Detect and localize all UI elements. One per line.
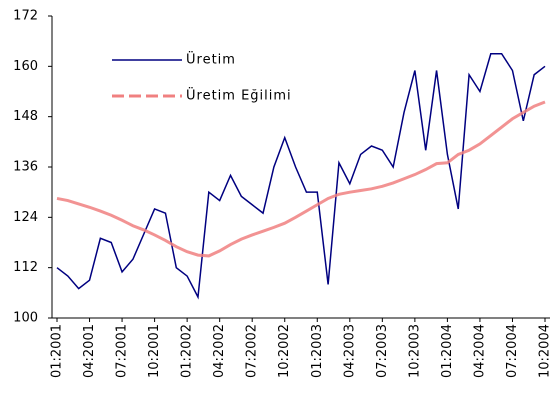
x-tick-label: 07:2001 <box>115 324 130 378</box>
x-tick-label: 10:2004 <box>538 324 552 378</box>
x-tick-label: 07:2003 <box>375 324 390 378</box>
x-tick-label: 10:2001 <box>147 324 162 378</box>
x-tick-label: 10:2003 <box>407 324 422 378</box>
y-tick-label: 136 <box>13 160 38 175</box>
y-tick-label: 148 <box>13 109 38 124</box>
x-tick-label: 01:2004 <box>440 324 455 378</box>
legend-label: Üretim <box>186 51 236 68</box>
y-tick-label: 172 <box>13 9 38 24</box>
x-tick-label: 10:2002 <box>277 324 292 378</box>
legend-label: Üretim Eğilimi <box>186 87 292 104</box>
x-tick-label: 04:2003 <box>342 324 357 378</box>
x-tick-label: 07:2002 <box>245 324 260 378</box>
x-tick-label: 01:2002 <box>180 324 195 378</box>
y-tick-label: 160 <box>13 59 38 74</box>
x-tick-label: 07:2004 <box>505 324 520 378</box>
x-tick-label: 04:2002 <box>212 324 227 378</box>
y-tick-label: 112 <box>13 260 38 275</box>
x-tick-label: 01:2001 <box>50 324 65 378</box>
series-line <box>57 54 545 297</box>
y-tick-label: 100 <box>13 311 38 326</box>
y-tick-label: 124 <box>13 210 38 225</box>
x-tick-label: 01:2003 <box>310 324 325 378</box>
x-tick-label: 04:2001 <box>82 324 97 378</box>
x-tick-label: 04:2004 <box>472 324 487 378</box>
